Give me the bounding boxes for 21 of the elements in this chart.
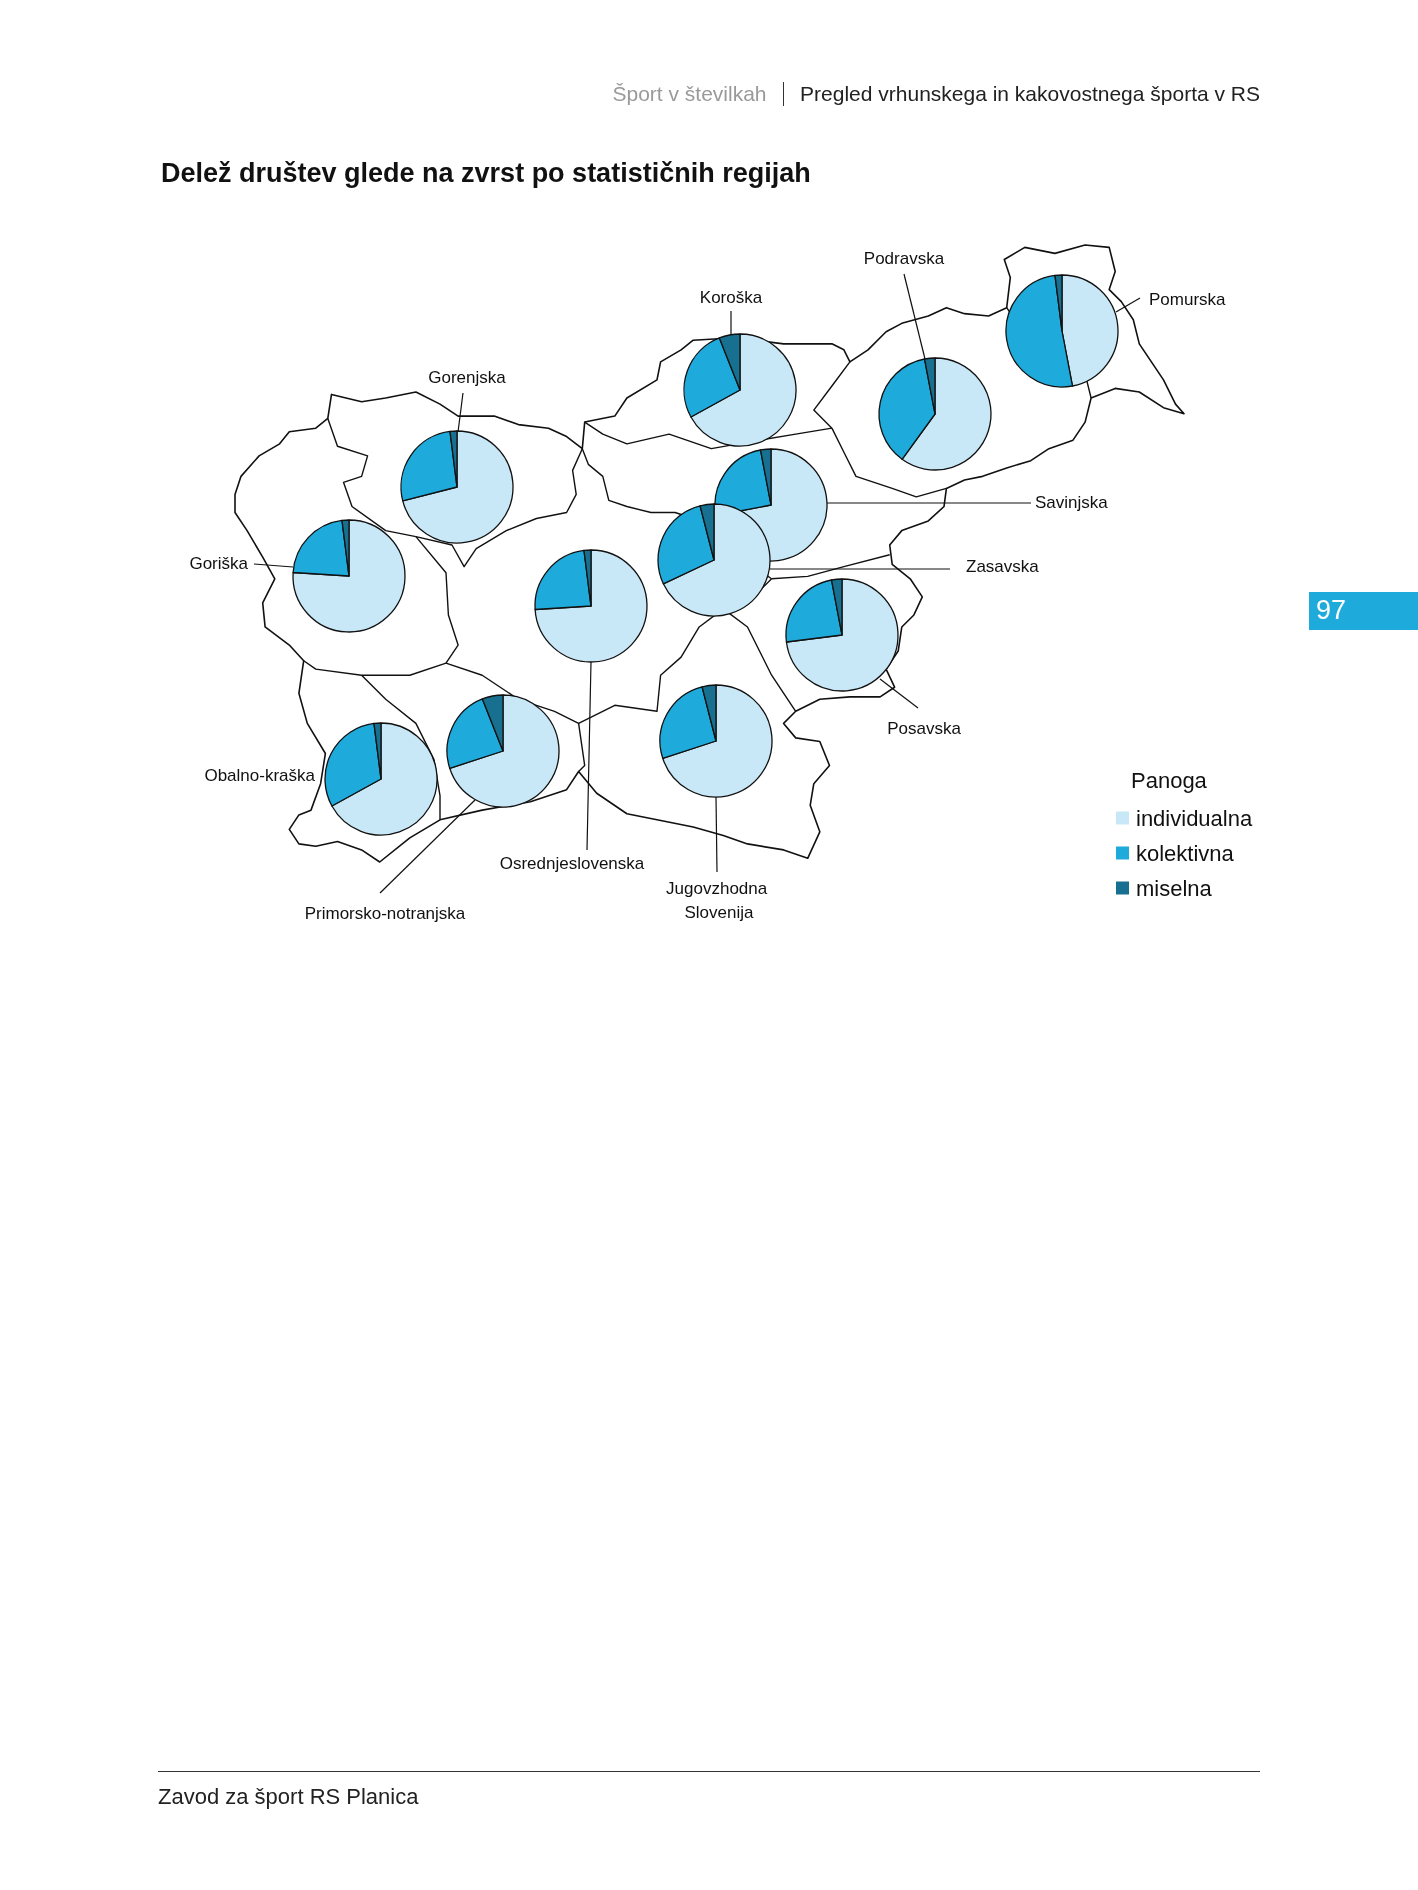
slice-label: Jugovzhodna Slovenija bbox=[666, 878, 772, 922]
text: Šport v številkah bbox=[612, 82, 767, 106]
text: Pregled vrhunskega in kakovostnega športa v RS bbox=[800, 82, 1260, 106]
slice-label: Goriška bbox=[189, 553, 249, 573]
slice-label: Savinjska bbox=[1035, 492, 1109, 512]
slice-label: Gorenjska bbox=[428, 367, 507, 387]
slice-label: Posavska bbox=[887, 718, 962, 738]
slice-label: Podravska bbox=[863, 248, 945, 268]
text: Zavod za šport RS Planica bbox=[158, 1784, 419, 1810]
slice-label: Obalno-kraška bbox=[204, 765, 316, 785]
legend-label: miselna bbox=[1136, 875, 1213, 901]
legend-label: Pomurska bbox=[1149, 289, 1227, 309]
page-tab: 97 bbox=[1309, 592, 1418, 630]
legend-title: Panoga bbox=[1131, 767, 1208, 793]
legend-label: individualna bbox=[1136, 805, 1253, 831]
slice-label: Zasavska bbox=[966, 556, 1040, 576]
slice-label: Osrednjeslovenska bbox=[499, 853, 645, 873]
legend-label: kolektivna bbox=[1136, 840, 1235, 866]
slice-label: Koroška bbox=[699, 287, 763, 307]
chart-title: Delež društev glede na zvrst po statističnih regijah bbox=[161, 157, 811, 188]
slice-label: Primorsko-notranjska bbox=[304, 903, 466, 923]
